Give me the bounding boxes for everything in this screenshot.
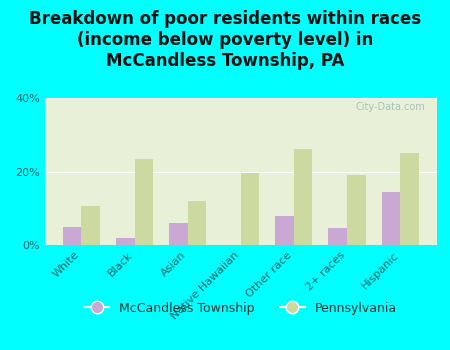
Bar [328, 229, 347, 245]
Bar [294, 149, 312, 245]
Bar [81, 206, 100, 245]
Bar [188, 201, 206, 245]
Bar [116, 238, 135, 245]
Text: Breakdown of poor residents within races
(income below poverty level) in
McCandl: Breakdown of poor residents within races… [29, 10, 421, 70]
Bar [241, 173, 259, 245]
Bar [169, 223, 188, 245]
Bar [400, 153, 418, 245]
Bar [347, 175, 365, 245]
Text: City-Data.com: City-Data.com [355, 103, 425, 112]
Bar [382, 192, 400, 245]
Bar [63, 227, 81, 245]
Bar [275, 216, 294, 245]
Legend: McCandless Township, Pennsylvania: McCandless Township, Pennsylvania [80, 296, 402, 320]
Bar [135, 159, 153, 245]
